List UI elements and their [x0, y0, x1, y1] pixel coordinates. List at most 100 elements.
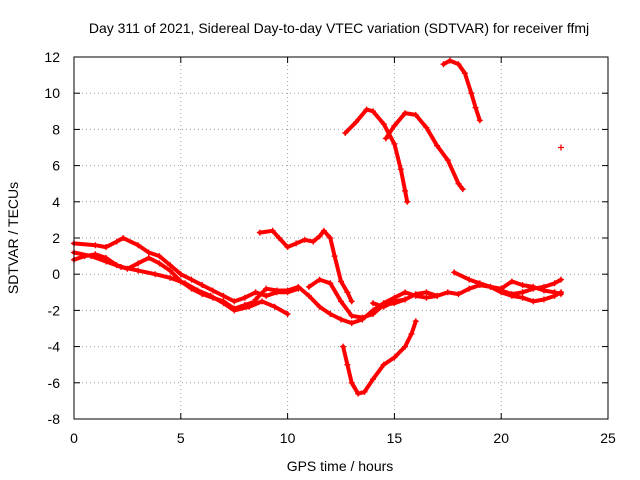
data-point — [370, 108, 377, 115]
data-point — [252, 296, 259, 303]
y-tick-label: 12 — [44, 49, 60, 65]
data-point — [145, 249, 152, 256]
data-point — [167, 267, 174, 274]
data-point — [519, 294, 526, 301]
data-point — [355, 390, 362, 397]
data-point — [408, 330, 415, 337]
data-point — [540, 283, 547, 290]
data-point — [476, 280, 483, 287]
data-point — [359, 314, 366, 321]
data-point — [370, 311, 377, 318]
data-point — [344, 289, 351, 296]
series-track-c — [71, 249, 291, 318]
data-point — [135, 267, 142, 274]
grid-layer — [74, 57, 608, 419]
data-point — [466, 276, 473, 283]
data-point — [391, 354, 398, 361]
y-tick-label: -2 — [48, 302, 61, 318]
data-point — [519, 282, 526, 289]
chart-title: Day 311 of 2021, Sidereal Day-to-day VTE… — [89, 20, 589, 36]
series-track-g — [340, 318, 419, 397]
data-point — [412, 318, 419, 325]
data-point — [338, 278, 344, 285]
data-point — [276, 235, 283, 241]
data-point — [455, 61, 462, 68]
data-point — [188, 276, 195, 283]
data-point — [156, 260, 163, 267]
data-point — [220, 300, 227, 307]
data-point — [455, 291, 462, 298]
data-point — [327, 280, 334, 287]
data-point — [530, 285, 537, 292]
data-point — [444, 289, 451, 296]
data-point — [402, 289, 409, 296]
data-point — [402, 187, 409, 194]
data-point — [271, 303, 278, 310]
data-point — [284, 287, 291, 294]
series-outlier — [558, 144, 565, 151]
data-point — [402, 110, 409, 117]
data-point — [440, 61, 447, 68]
data-point — [305, 283, 312, 290]
data-point — [340, 343, 347, 350]
data-point — [363, 106, 370, 113]
plot-frame — [73, 56, 609, 420]
data-point — [444, 157, 451, 164]
data-point — [434, 142, 441, 149]
tick-layer: 0 5 10 15 20 25 -8 -6 -4 -2 0 2 4 6 8 10 12 — [44, 49, 616, 446]
data-point — [293, 240, 300, 247]
y-axis-label: SDTVAR / TECUs — [5, 182, 21, 294]
data-point — [342, 130, 349, 137]
data-point — [423, 289, 430, 296]
data-point — [273, 287, 280, 294]
data-point — [348, 379, 355, 386]
data-point — [344, 361, 351, 368]
data-point — [327, 311, 334, 318]
y-tick-label: 8 — [52, 121, 60, 137]
x-tick-label: 20 — [493, 430, 509, 446]
data-point — [220, 292, 227, 299]
data-point — [310, 238, 317, 245]
data-point — [103, 258, 110, 265]
data-point — [558, 289, 565, 296]
series-layer — [71, 57, 565, 397]
data-point — [446, 57, 453, 64]
data-point — [316, 303, 323, 310]
data-point — [540, 296, 547, 303]
data-point — [256, 229, 263, 236]
data-point — [404, 198, 411, 205]
data-point — [284, 311, 291, 318]
data-point — [551, 280, 558, 287]
data-point — [209, 287, 216, 294]
data-point — [263, 292, 270, 299]
data-point — [558, 276, 565, 283]
data-point — [519, 289, 526, 296]
data-point — [412, 111, 419, 118]
data-point — [167, 262, 174, 269]
series-line — [72, 250, 290, 316]
data-point — [103, 244, 110, 251]
data-point — [295, 283, 302, 290]
y-tick-label: -4 — [48, 339, 61, 355]
data-point — [487, 283, 494, 290]
data-point — [284, 244, 291, 251]
data-point — [88, 253, 95, 260]
data-point — [117, 263, 124, 270]
data-point — [167, 274, 174, 281]
data-point — [252, 289, 259, 296]
data-point — [352, 119, 359, 126]
data-point — [177, 271, 184, 278]
data-point — [305, 292, 312, 299]
data-point — [327, 235, 334, 241]
data-point — [348, 320, 355, 327]
data-point — [551, 292, 558, 299]
data-point — [246, 303, 253, 310]
data-point — [380, 361, 387, 368]
data-point — [120, 235, 127, 241]
data-point — [231, 307, 238, 314]
data-point — [320, 227, 327, 234]
data-point — [397, 166, 404, 173]
y-tick-label: 4 — [52, 194, 60, 210]
data-point — [269, 227, 276, 234]
